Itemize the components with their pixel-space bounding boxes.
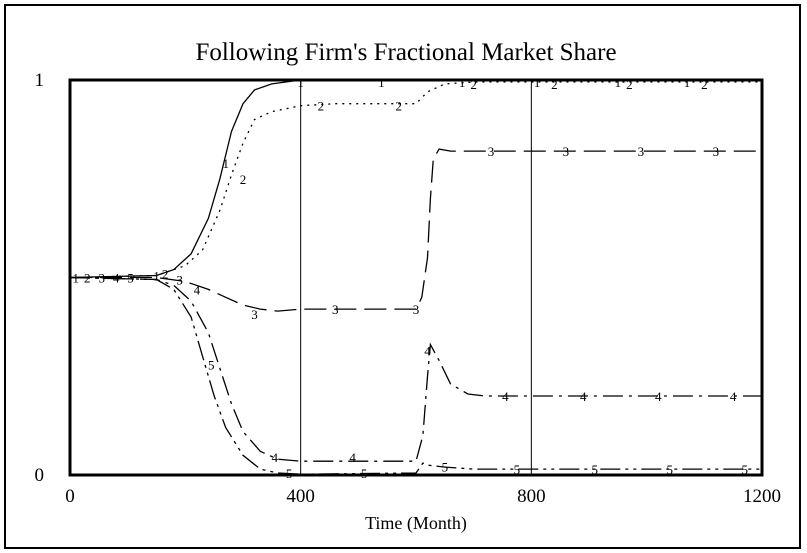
x-tick-label: 400 <box>286 486 315 507</box>
series-marker-2: 2 <box>551 77 558 92</box>
x-tick-label: 800 <box>517 486 546 507</box>
series-marker-3: 3 <box>488 144 495 159</box>
series-marker-3: 3 <box>413 302 420 317</box>
series-marker-4: 4 <box>194 282 201 297</box>
series-marker-4: 4 <box>349 450 356 465</box>
series-marker-1: 1 <box>684 75 691 90</box>
chart-frame: Following Firm's Fractional Market Share… <box>4 4 801 549</box>
chart-title: Following Firm's Fractional Market Share <box>195 39 616 66</box>
series-marker-2: 2 <box>84 271 91 286</box>
x-tick-label: 0 <box>65 486 75 507</box>
series-line-3 <box>70 148 762 312</box>
axis-ticks: 0 400 800 1200 0 1 <box>35 70 782 507</box>
series-marker-3: 3 <box>176 272 183 287</box>
series-marker-2: 2 <box>318 99 325 114</box>
series-marker-4: 4 <box>730 389 737 404</box>
series-marker-4: 4 <box>424 344 431 359</box>
series-marker-5: 5 <box>361 466 368 481</box>
y-tick-label: 1 <box>35 70 45 91</box>
series-marker-2: 2 <box>701 77 708 92</box>
series-marker-4: 4 <box>655 389 662 404</box>
y-tick-label: 0 <box>35 465 45 486</box>
series-marker-5: 5 <box>208 357 215 372</box>
series-marker-4: 4 <box>113 271 120 286</box>
series-marker-5: 5 <box>442 459 449 474</box>
series-marker-1: 1 <box>378 75 385 90</box>
reference-lines <box>300 80 532 475</box>
line-chart: Following Firm's Fractional Market Share… <box>35 39 782 534</box>
series-line-4 <box>69 276 762 462</box>
series-lines <box>69 79 762 475</box>
series-marker-4: 4 <box>502 389 509 404</box>
plot-area <box>68 78 764 477</box>
series-marker-1: 1 <box>459 75 466 90</box>
series-line-1 <box>69 79 762 279</box>
series-marker-4: 4 <box>271 450 278 465</box>
series-marker-3: 3 <box>563 144 570 159</box>
series-marker-2: 2 <box>162 267 169 282</box>
series-marker-5: 5 <box>127 271 134 286</box>
series-marker-1: 1 <box>73 271 80 286</box>
series-marker-2: 2 <box>240 172 247 187</box>
series-marker-5: 5 <box>592 462 599 477</box>
series-marker-1: 1 <box>153 269 160 284</box>
series-marker-2: 2 <box>395 99 402 114</box>
series-marker-1: 1 <box>222 156 229 171</box>
series-marker-3: 3 <box>98 271 105 286</box>
x-axis-label: Time (Month) <box>365 513 467 534</box>
series-marker-1: 1 <box>615 75 622 90</box>
series-marker-5: 5 <box>286 466 293 481</box>
series-line-2 <box>69 81 762 279</box>
series-marker-2: 2 <box>470 77 477 92</box>
series-marker-4: 4 <box>580 389 587 404</box>
series-marker-3: 3 <box>638 144 645 159</box>
series-marker-1: 1 <box>297 75 304 90</box>
series-marker-1: 1 <box>534 75 541 90</box>
series-marker-5: 5 <box>514 462 521 477</box>
series-marker-3: 3 <box>332 302 339 317</box>
series-line-5 <box>69 276 762 475</box>
series-marker-5: 5 <box>741 462 748 477</box>
series-marker-3: 3 <box>251 307 257 322</box>
series-marker-5: 5 <box>666 462 673 477</box>
series-marker-3: 3 <box>713 144 720 159</box>
series-marker-2: 2 <box>626 77 633 92</box>
x-tick-label: 1200 <box>743 486 781 507</box>
